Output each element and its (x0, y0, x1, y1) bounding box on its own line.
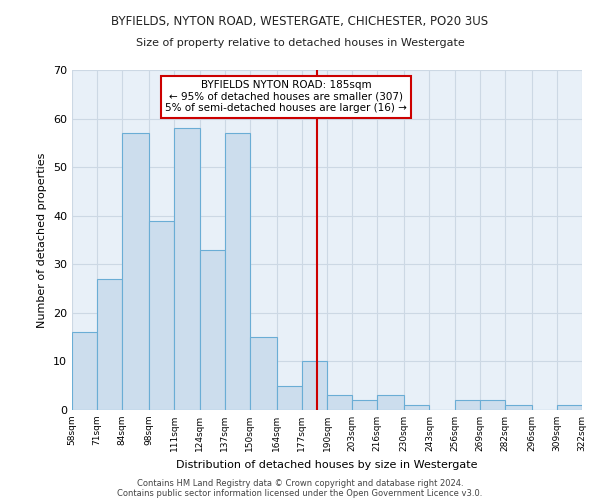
Bar (250, 337, 277, 410)
Bar (149, 220, 175, 410)
Bar (97, 279, 122, 410)
Bar (377, 396, 404, 410)
X-axis label: Distribution of detached houses by size in Westergate: Distribution of detached houses by size … (176, 460, 478, 469)
Bar (557, 405, 582, 410)
Text: BYFIELDS, NYTON ROAD, WESTERGATE, CHICHESTER, PO20 3US: BYFIELDS, NYTON ROAD, WESTERGATE, CHICHE… (112, 15, 488, 28)
Bar (327, 396, 352, 410)
Bar (479, 400, 505, 410)
Bar (404, 405, 430, 410)
Bar (175, 128, 199, 410)
Text: Contains public sector information licensed under the Open Government Licence v3: Contains public sector information licen… (118, 488, 482, 498)
Bar (122, 133, 149, 410)
Text: Size of property relative to detached houses in Westergate: Size of property relative to detached ho… (136, 38, 464, 48)
Bar (277, 386, 302, 410)
Bar (455, 400, 479, 410)
Text: Contains HM Land Registry data © Crown copyright and database right 2024.: Contains HM Land Registry data © Crown c… (137, 478, 463, 488)
Bar (72, 332, 97, 410)
Bar (352, 400, 377, 410)
Text: BYFIELDS NYTON ROAD: 185sqm
← 95% of detached houses are smaller (307)
5% of sem: BYFIELDS NYTON ROAD: 185sqm ← 95% of det… (165, 80, 407, 114)
Y-axis label: Number of detached properties: Number of detached properties (37, 152, 47, 328)
Bar (224, 133, 250, 410)
Bar (505, 405, 532, 410)
Bar (302, 362, 327, 410)
Bar (199, 250, 224, 410)
